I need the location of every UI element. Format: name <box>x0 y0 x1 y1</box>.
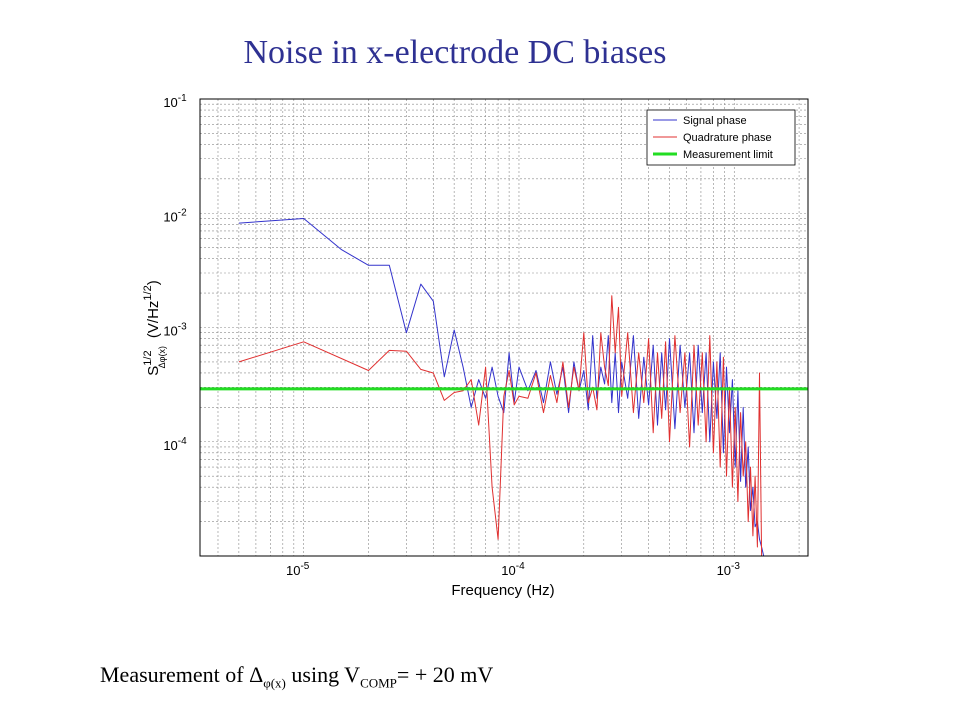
y-tick-base: 10 <box>163 95 177 110</box>
caption-phi-subscript: φ(x) <box>263 675 286 691</box>
y-tick-label: 10-1 <box>163 93 187 110</box>
plot-area-frame <box>199 98 809 557</box>
quadrature-phase-line <box>238 295 763 556</box>
x-tick-base: 10 <box>501 563 515 578</box>
y-tick-exponent: -3 <box>178 322 187 333</box>
x-tick-base: 10 <box>286 563 300 578</box>
y-tick-exponent: -1 <box>178 93 187 104</box>
x-tick-labels: 10-5 10-4 10-3 <box>286 561 740 578</box>
caption-suffix: = + 20 mV <box>396 662 494 687</box>
x-tick-label: 10-5 <box>286 561 310 578</box>
y-tick-label: 10-3 <box>163 322 187 339</box>
legend-label-measurement-limit: Measurement limit <box>683 149 773 161</box>
x-tick-exponent: -3 <box>731 561 740 572</box>
y-tick-base: 10 <box>163 438 177 453</box>
caption-prefix: Measurement of <box>100 662 250 687</box>
legend-label-signal: Signal phase <box>683 115 747 127</box>
y-label-unit-sup: 1/2 <box>142 285 154 300</box>
x-tick-exponent: -5 <box>300 561 309 572</box>
y-tick-label: 10-2 <box>163 207 187 224</box>
y-tick-base: 10 <box>163 324 177 339</box>
caption-middle: using V <box>285 662 361 687</box>
legend: Signal phase Quadrature phase Measuremen… <box>646 109 796 166</box>
y-tick-labels: 10-110-210-310-4 <box>163 93 187 453</box>
x-axis-label: Frequency (Hz) <box>451 582 554 599</box>
series-lines <box>200 218 808 556</box>
y-tick-base: 10 <box>163 209 177 224</box>
caption-comp-subscript: COMP <box>360 675 397 691</box>
y-label-sup: 1/2 <box>142 350 154 365</box>
y-tick-exponent: -4 <box>178 436 187 447</box>
x-tick-label: 10-3 <box>717 561 741 578</box>
legend-label-quadrature: Quadrature phase <box>683 132 772 144</box>
x-tick-base: 10 <box>717 563 731 578</box>
slide-caption: Measurement of Δφ(x) using VCOMP= + 20 m… <box>100 662 493 691</box>
signal-phase-line <box>238 218 765 556</box>
x-tick-label: 10-4 <box>501 561 525 578</box>
x-tick-exponent: -4 <box>516 561 525 572</box>
caption-delta-symbol: Δ <box>249 662 264 687</box>
y-label-base: S <box>145 366 162 376</box>
y-axis-label: S1/2 Δφ(x)(V/Hz1/2) <box>142 280 167 375</box>
svg-text:S1/2Δφ(x)(V/Hz1/2): S1/2 Δφ(x)(V/Hz1/2) <box>142 280 167 375</box>
slide-title: Noise in x-electrode DC biases <box>243 34 667 71</box>
y-tick-label: 10-4 <box>163 436 187 453</box>
grid-lines <box>200 99 808 556</box>
y-label-unit-suffix: ) <box>145 280 162 285</box>
y-label-sub: Δφ(x) <box>157 346 167 368</box>
y-tick-exponent: -2 <box>178 207 187 218</box>
y-label-unit-prefix: (V/Hz <box>145 301 162 339</box>
